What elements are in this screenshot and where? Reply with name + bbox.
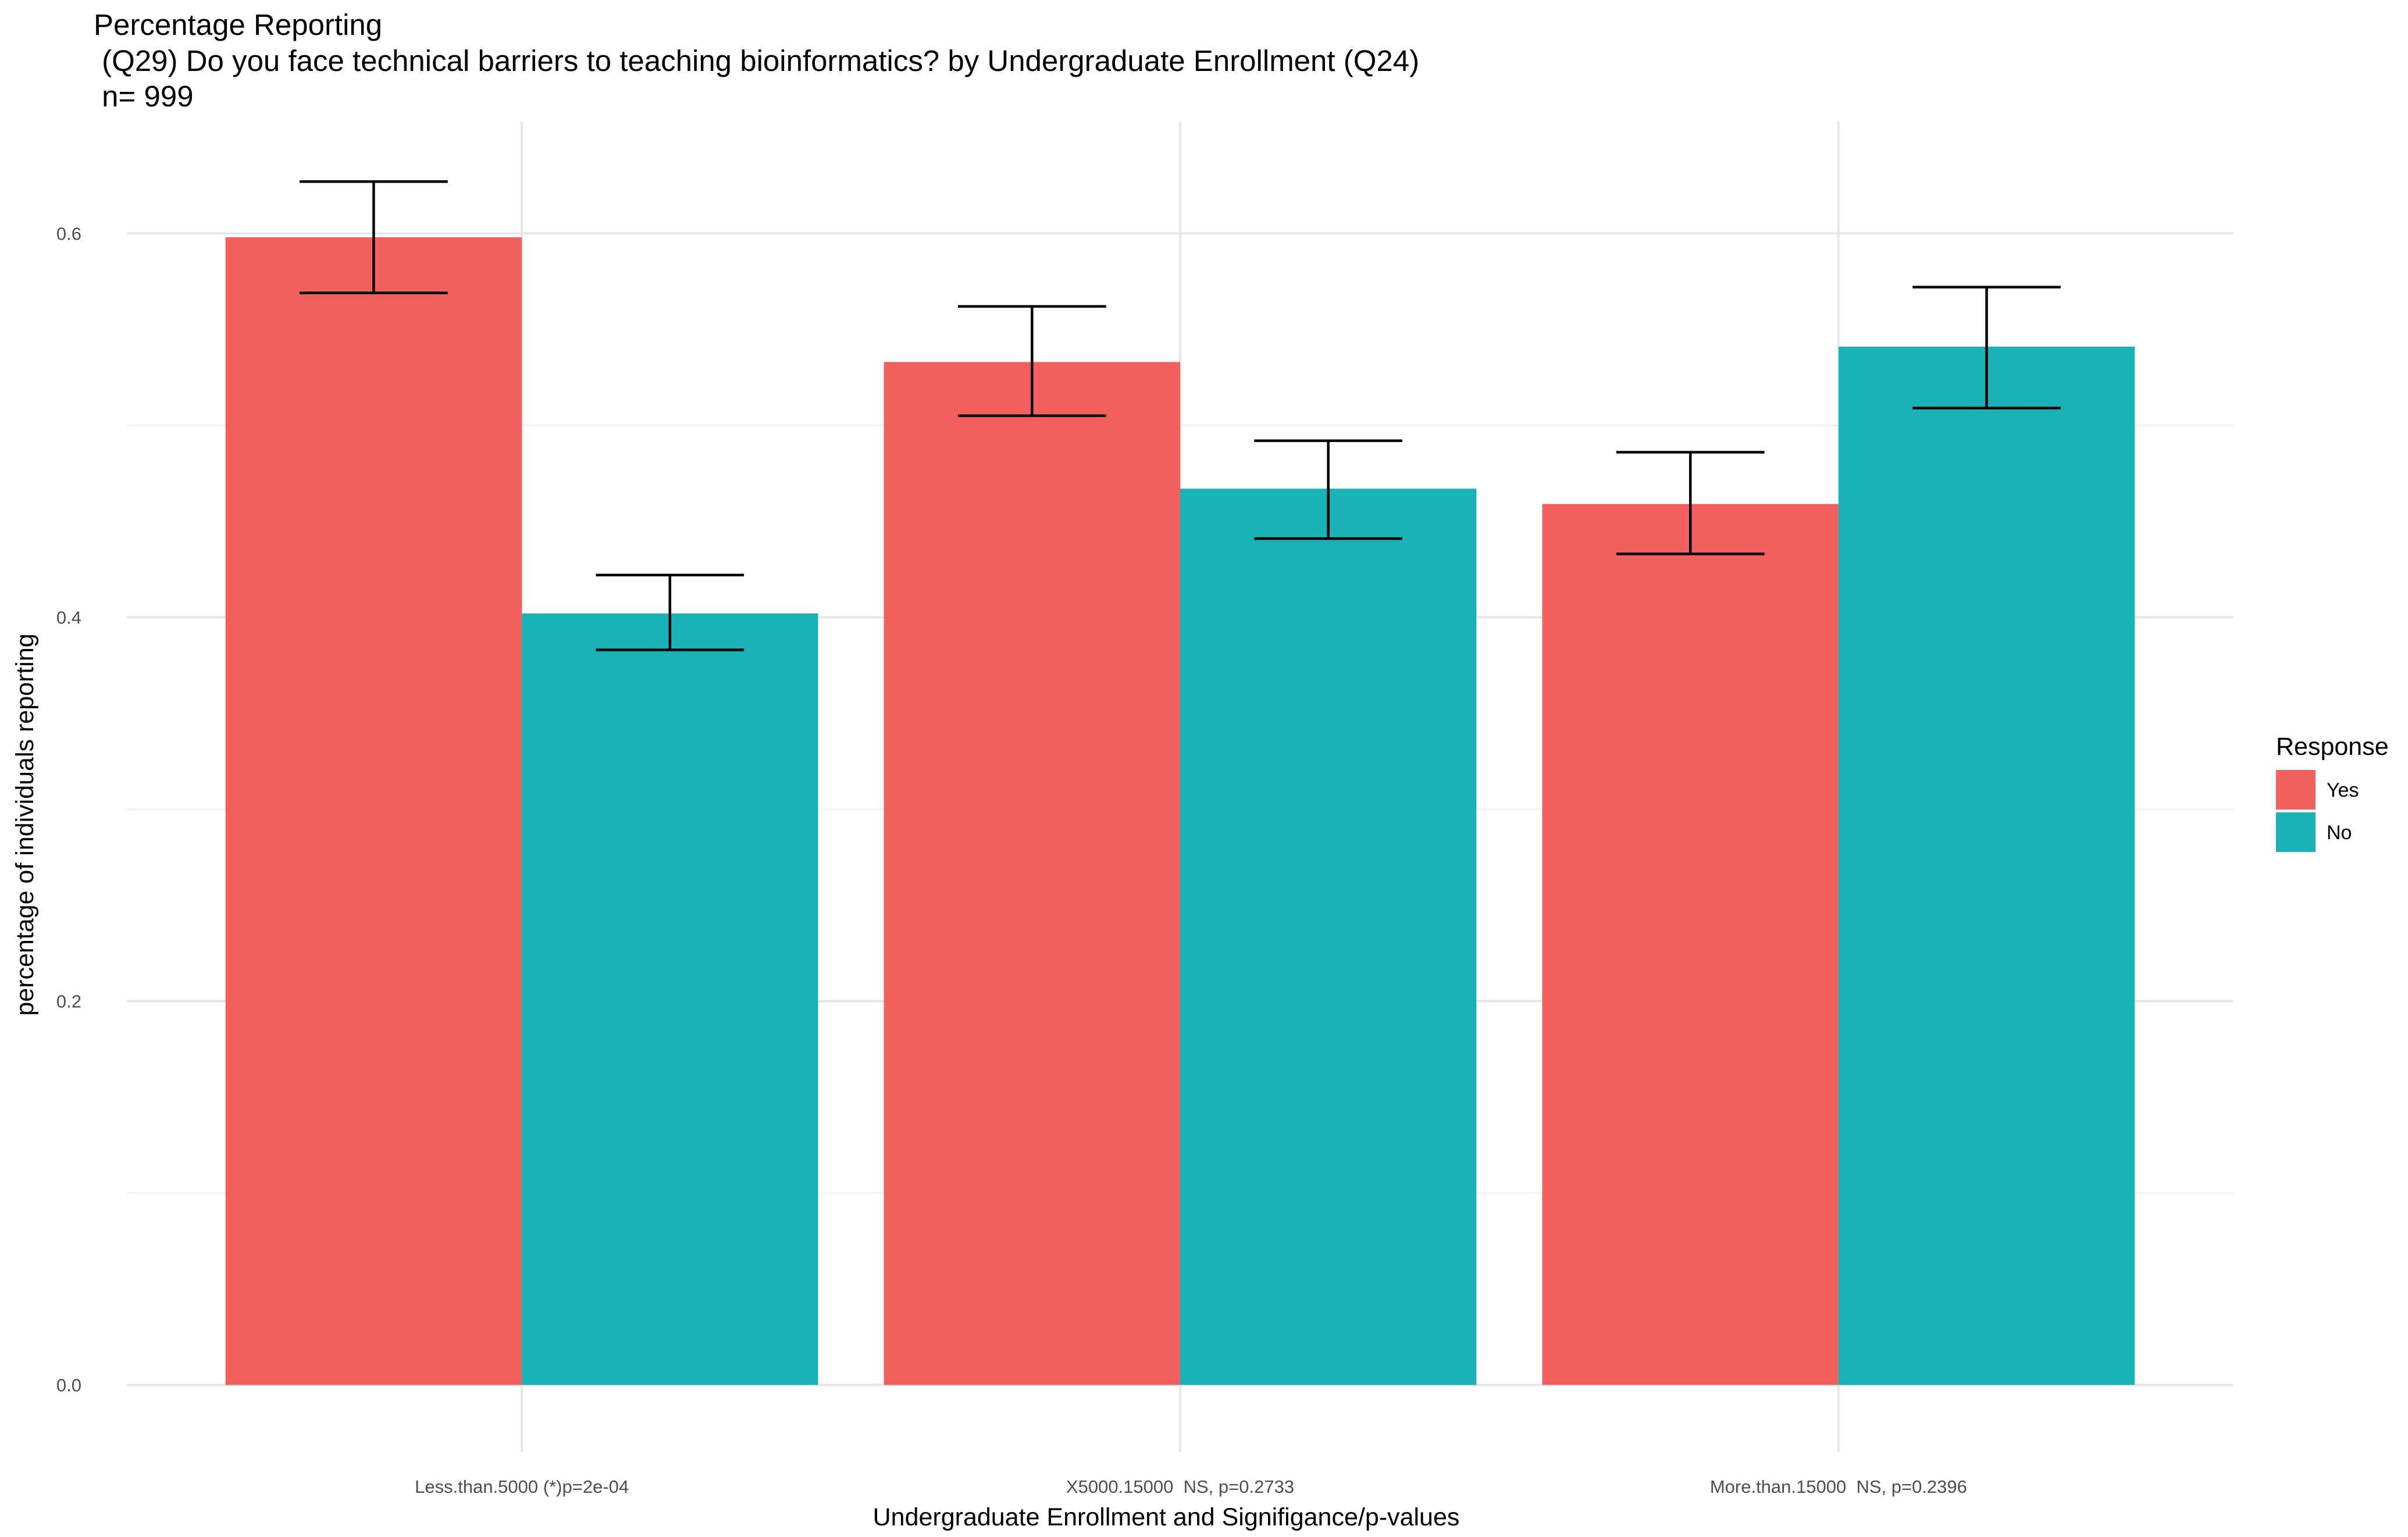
y-tick-label: 0.0 bbox=[56, 1375, 81, 1395]
y-axis-title: percentage of individuals reporting bbox=[11, 633, 39, 1015]
legend: Response Yes No bbox=[2276, 733, 2389, 852]
bar-no-2 bbox=[1180, 488, 1477, 1385]
bar-no-3 bbox=[1838, 347, 2135, 1385]
x-axis-title: Undergraduate Enrollment and Signifiganc… bbox=[873, 1503, 1460, 1531]
chart-title: Percentage Reporting (Q29) Do you face t… bbox=[94, 8, 1419, 113]
bar-yes-3 bbox=[1542, 504, 1839, 1385]
legend-label-yes: Yes bbox=[2327, 779, 2359, 801]
x-tick-label: More.than.15000 NS, p=0.2396 bbox=[1710, 1477, 1967, 1497]
error-bar-yes-3 bbox=[1616, 451, 1765, 555]
y-tick-label: 0.4 bbox=[56, 607, 81, 627]
bars bbox=[225, 237, 2135, 1385]
bar-yes-1 bbox=[225, 237, 522, 1385]
error-bars bbox=[300, 180, 2061, 651]
bar-no-1 bbox=[522, 613, 818, 1385]
error-bar-no-2 bbox=[1254, 439, 1403, 540]
legend-title: Response bbox=[2276, 733, 2389, 761]
error-bar-yes-2 bbox=[957, 305, 1106, 418]
bar-yes-2 bbox=[884, 362, 1180, 1385]
legend-key-no bbox=[2276, 812, 2316, 852]
x-tick-label: X5000.15000 NS, p=0.2733 bbox=[1066, 1477, 1294, 1497]
x-tick-label: Less.than.5000 (*)p=2e-04 bbox=[415, 1477, 629, 1497]
y-axis-ticks: 0.0 0.2 0.4 0.6 bbox=[56, 223, 81, 1395]
title-line-1: Percentage Reporting bbox=[94, 8, 382, 41]
error-bar-no-1 bbox=[596, 573, 745, 651]
y-tick-label: 0.2 bbox=[56, 991, 81, 1011]
title-line-3: n= 999 bbox=[94, 80, 194, 113]
error-bar-yes-1 bbox=[300, 180, 448, 294]
y-tick-label: 0.6 bbox=[56, 223, 81, 244]
legend-key-yes bbox=[2276, 770, 2316, 809]
x-axis-ticks: Less.than.5000 (*)p=2e-04 X5000.15000 NS,… bbox=[415, 1477, 1967, 1497]
title-line-2: (Q29) Do you face technical barriers to … bbox=[94, 44, 1419, 77]
legend-label-no: No bbox=[2327, 822, 2352, 844]
error-bar-no-3 bbox=[1912, 286, 2061, 409]
